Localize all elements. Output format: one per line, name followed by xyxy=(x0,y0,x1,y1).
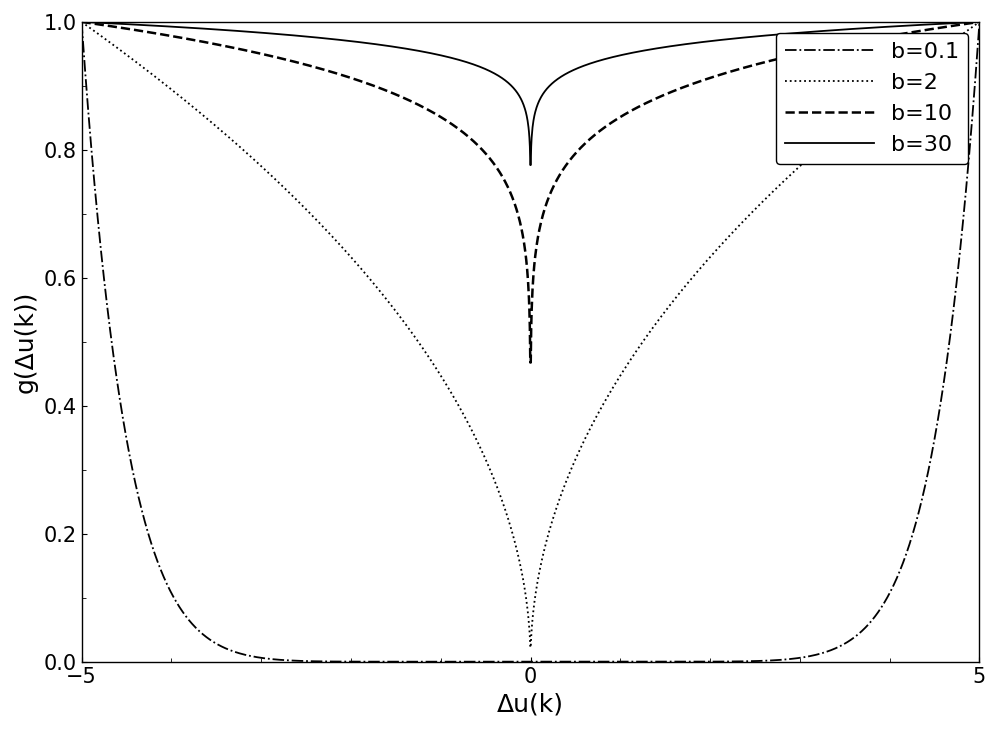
b=10 xyxy=(121,24,133,33)
b=10 xyxy=(973,18,985,26)
Line: b=10: b=10 xyxy=(82,22,979,363)
b=2 xyxy=(973,18,985,26)
b=2 xyxy=(783,172,795,180)
b=30 xyxy=(76,18,88,26)
Line: b=0.1: b=0.1 xyxy=(82,22,979,661)
b=2 xyxy=(947,36,959,45)
b=30 xyxy=(488,69,500,78)
b=30 xyxy=(525,161,537,169)
b=0.1 xyxy=(783,655,795,664)
b=10 xyxy=(488,160,500,169)
b=2 xyxy=(948,36,960,45)
Legend: b=0.1, b=2, b=10, b=30: b=0.1, b=2, b=10, b=30 xyxy=(776,33,968,164)
b=0.1 xyxy=(488,657,500,666)
b=30 xyxy=(121,20,133,28)
b=10 xyxy=(783,52,795,61)
Line: b=30: b=30 xyxy=(82,22,979,165)
X-axis label: Δu(k): Δu(k) xyxy=(497,692,564,716)
b=10 xyxy=(947,21,959,30)
Line: b=2: b=2 xyxy=(82,22,979,648)
b=0.1 xyxy=(948,301,960,310)
b=0.1 xyxy=(121,439,133,448)
b=0.1 xyxy=(512,657,524,666)
b=0.1 xyxy=(973,18,985,26)
b=30 xyxy=(948,19,960,28)
b=2 xyxy=(488,476,500,485)
b=10 xyxy=(525,358,537,367)
Y-axis label: g(Δu(k)): g(Δu(k)) xyxy=(14,291,38,393)
b=10 xyxy=(512,211,524,220)
b=2 xyxy=(121,51,133,60)
b=10 xyxy=(948,21,960,30)
b=10 xyxy=(76,18,88,26)
b=0.1 xyxy=(947,305,959,314)
b=0.1 xyxy=(525,657,537,666)
b=2 xyxy=(525,643,537,652)
b=2 xyxy=(512,551,524,560)
b=30 xyxy=(512,90,524,99)
b=30 xyxy=(783,29,795,38)
b=30 xyxy=(973,18,985,26)
b=0.1 xyxy=(76,18,88,26)
b=30 xyxy=(947,19,959,28)
b=2 xyxy=(76,18,88,26)
